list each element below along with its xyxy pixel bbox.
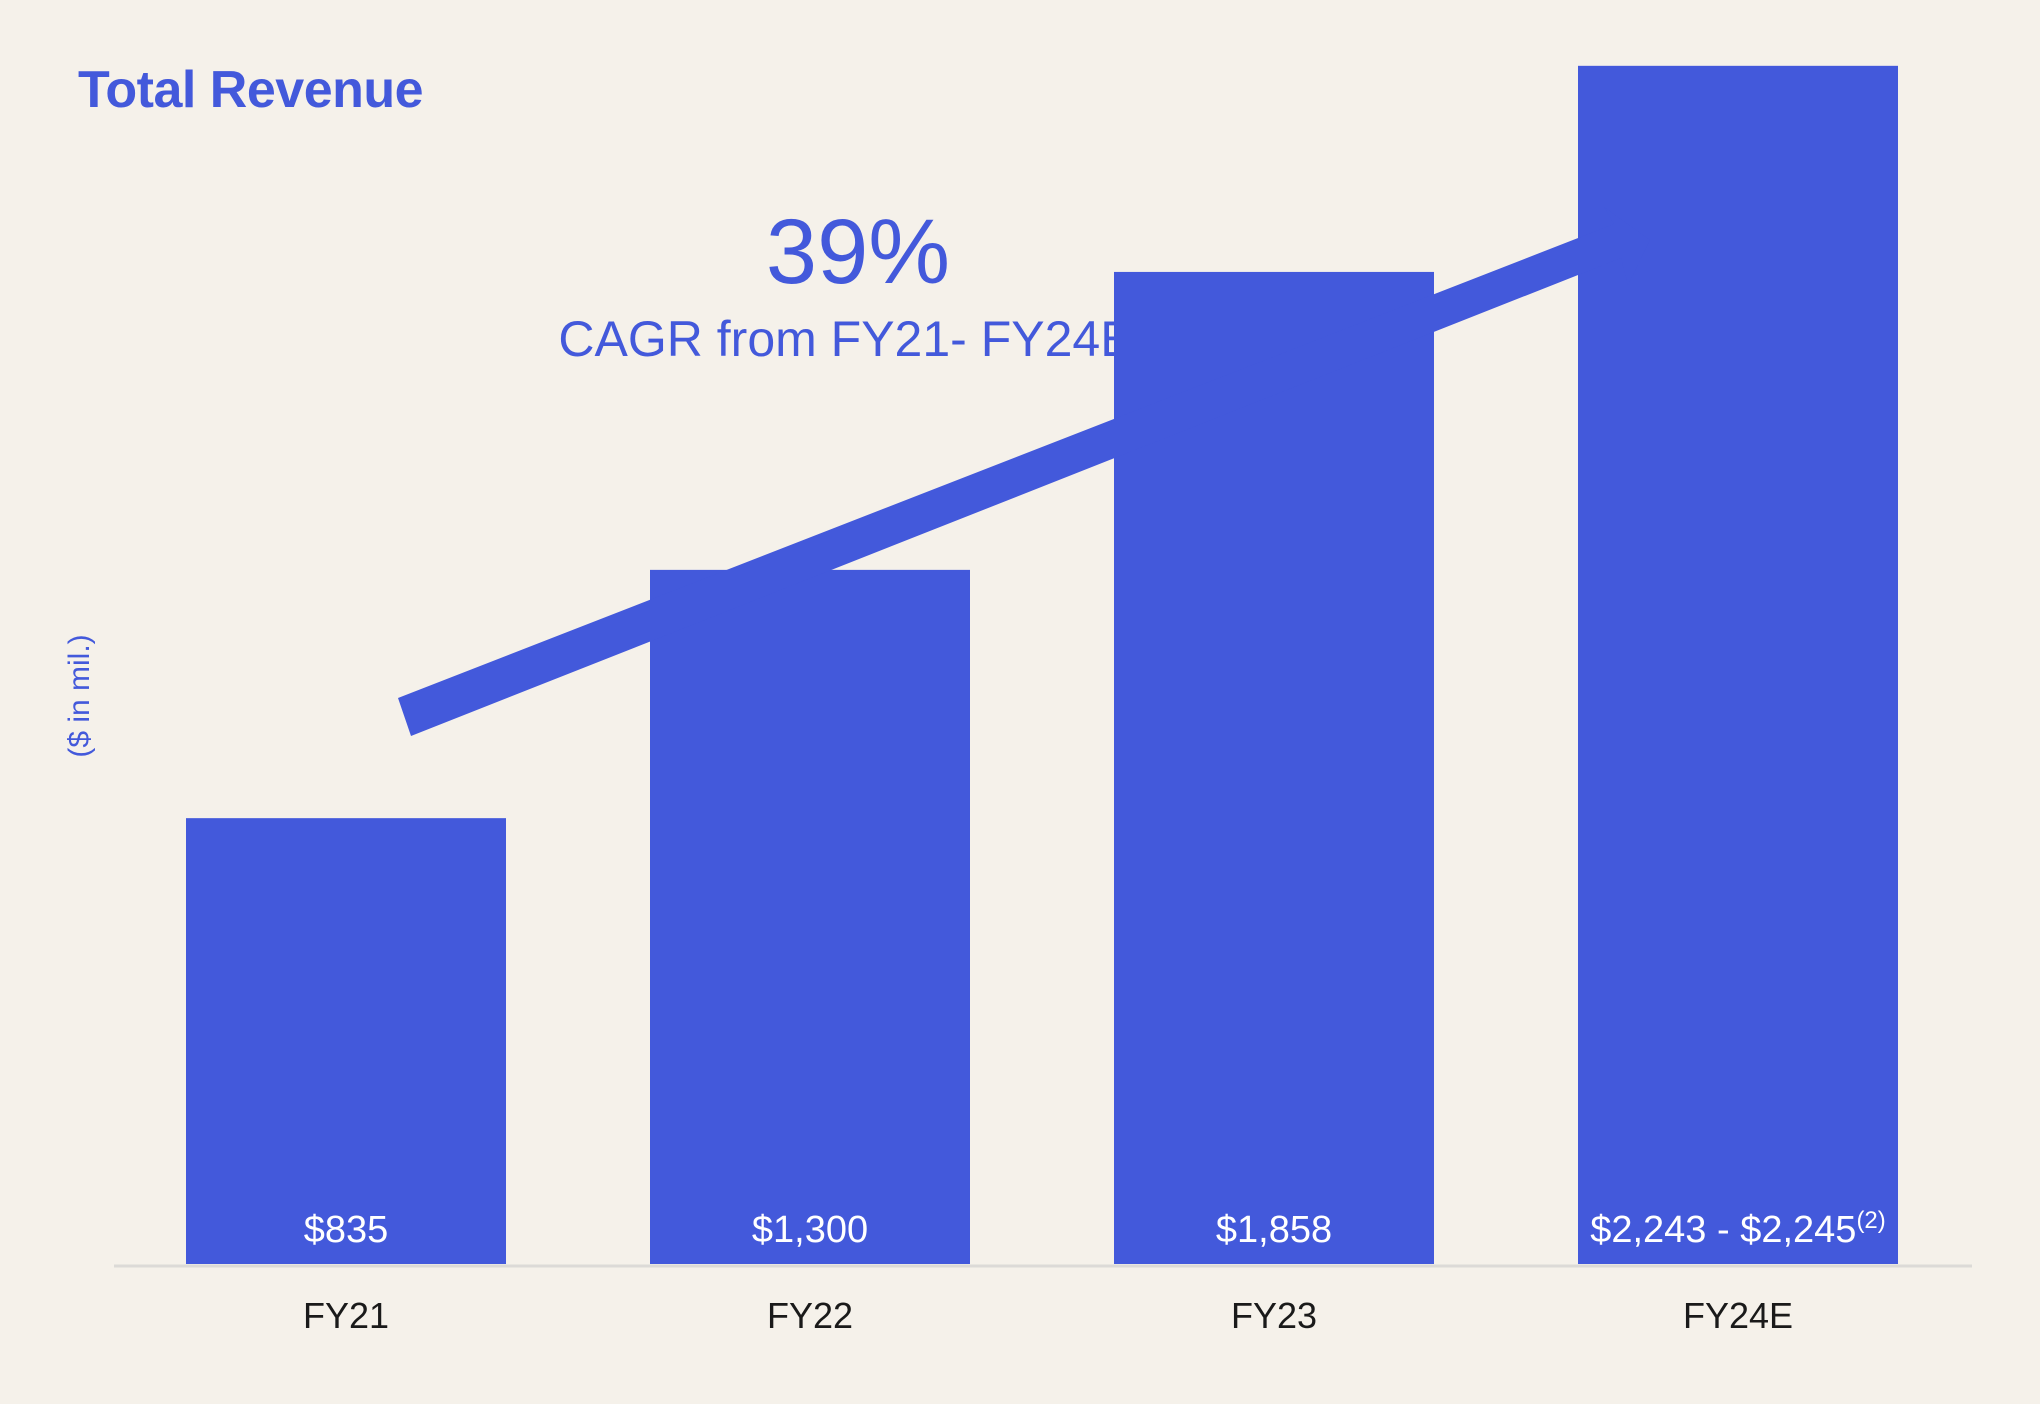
data-label-fy23: $1,858	[1216, 1209, 1332, 1251]
data-label-fy21: $835	[304, 1209, 389, 1251]
data-label-fy24e: $2,243 - $2,245(2)	[1590, 1207, 1886, 1251]
x-tick-fy23: FY23	[1231, 1295, 1317, 1336]
cagr-label: CAGR from FY21- FY24E	[558, 311, 1134, 367]
cagr-arrow	[398, 207, 1650, 736]
bar-fy23	[1114, 271, 1434, 1264]
bar-fy22	[650, 569, 970, 1264]
chart-title: Total Revenue	[78, 61, 424, 119]
data-label-fy22: $1,300	[752, 1209, 868, 1251]
x-tick-fy21: FY21	[303, 1295, 389, 1336]
footnote-marker: (2)	[1856, 1207, 1885, 1234]
bar-fy21	[186, 818, 506, 1264]
cagr-value: 39%	[765, 201, 951, 303]
x-tick-fy24e: FY24E	[1683, 1295, 1793, 1336]
x-tick-fy22: FY22	[767, 1295, 853, 1336]
